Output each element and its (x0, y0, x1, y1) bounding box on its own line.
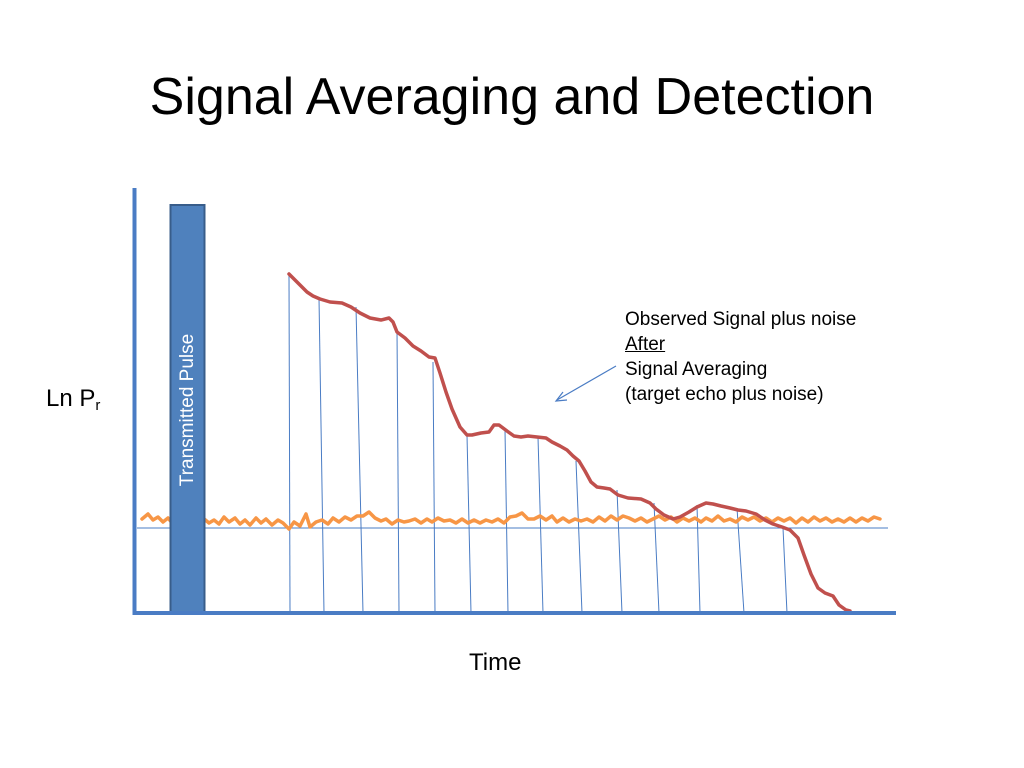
noise-trace (140, 510, 882, 531)
sample-line (355, 306, 364, 614)
annotation-line-4: (target echo plus noise) (625, 384, 824, 405)
sample-line (396, 329, 400, 614)
sample-line (288, 274, 291, 614)
annotation-arrow-shaft (556, 365, 617, 401)
y-axis-label-text: Ln P (46, 385, 96, 412)
sample-line (537, 436, 544, 614)
annotation-text: Observed Signal plus noise After Signal … (625, 307, 856, 407)
sample-line (736, 507, 745, 614)
transmitted-pulse-label: Transmitted Pulse (177, 333, 198, 487)
annotation-line-3: Signal Averaging (625, 359, 768, 380)
x-axis-label: Time (469, 649, 522, 676)
sample-line (616, 489, 623, 614)
sample-line (318, 297, 325, 614)
annotation-arrow-head (554, 391, 568, 402)
sample-line (575, 460, 583, 614)
sample-line (432, 361, 436, 614)
sample-lines (288, 274, 788, 614)
slide-title: Signal Averaging and Detection (149, 68, 875, 126)
y-axis-label-subscript: r (95, 397, 101, 414)
sample-line (696, 504, 701, 614)
annotation-line-2: After (625, 334, 666, 355)
signal-trace (287, 272, 852, 613)
sample-line (653, 502, 660, 614)
annotation-line-1: Observed Signal plus noise (625, 309, 857, 330)
y-axis-label: Ln Pr (46, 384, 100, 421)
sample-line (782, 527, 788, 614)
